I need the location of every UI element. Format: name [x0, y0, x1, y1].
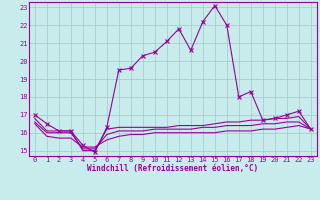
X-axis label: Windchill (Refroidissement éolien,°C): Windchill (Refroidissement éolien,°C)	[87, 164, 258, 173]
